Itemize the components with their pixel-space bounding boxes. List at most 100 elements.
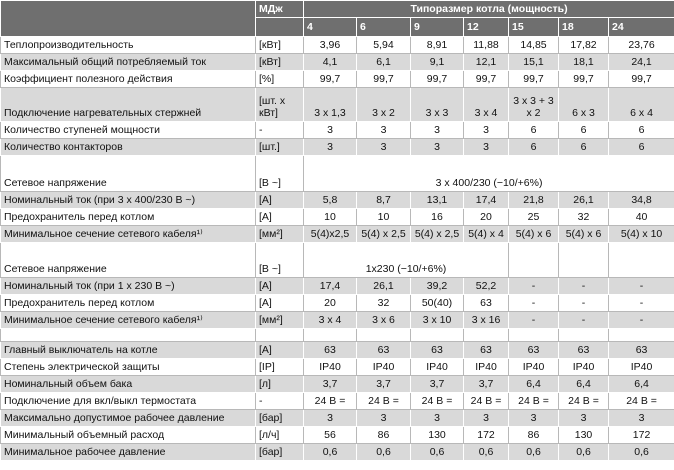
value-cell: 6 [607,121,674,139]
size-header: 4 [303,17,357,37]
value-cell: 0,6 [508,443,559,461]
value-cell: 3 [508,409,559,427]
table-body: Теплопроизводительность [кВт] 3,96 5,94 8,91… [0,36,674,461]
row-label: Номинальный ток (при 3 x 400/230 В ~) [0,191,256,209]
data-row: Минимальное рабочее давление [бар] 0,6 0,6 0… [0,443,674,461]
value-cell: 3 x 6 [356,311,411,329]
value-cell: 3 x 10 [410,311,464,329]
value-cell: 11,88 [463,36,509,54]
value-cell: IP40 [410,358,464,376]
value-cell: 5(4) x 2,5 [410,225,464,243]
value-cell: 23,76 [607,36,674,54]
value-cell: 6 x 4 [607,87,674,122]
value-cell: 3 [558,409,609,427]
value-cell: 3,7 [303,375,357,393]
value-cell: 63 [607,341,674,359]
data-row: Степень электрической защиты [IP] IP40 IP40… [0,358,674,376]
value-cell: 6 [607,138,674,156]
spacer-cell [558,328,609,342]
value-cell: 3 [356,409,411,427]
value-cell: 3,96 [303,36,357,54]
value-cell: 26,1 [356,277,411,295]
value-cell: 3,7 [356,375,411,393]
table-head: МДж Типоразмер котла (мощность) 4 6 9 12 15 1… [0,0,674,37]
value-cell: 5(4) x 4 [463,225,509,243]
data-row: Минимальное сечение сетевого кабеля¹⁾ [мм… [0,311,674,329]
value-cell: 5(4) x 6 [558,225,609,243]
empty-cell [558,242,609,278]
value-cell: 5(4) x 6 [508,225,559,243]
row-unit: [бар] [255,409,304,427]
value-cell: 172 [607,426,674,444]
row-label: Подключение для вкл/выкл термостата [0,392,256,410]
data-row: Предохранитель перед котлом [A] 10 10 16 20 25… [0,208,674,226]
row-unit: - [255,392,304,410]
row-label: Минимальное рабочее давление [0,443,256,461]
value-cell: 12,1 [463,53,509,71]
value-cell: 6 [558,138,609,156]
value-cell: 34,8 [607,191,674,209]
data-row: Коэффициент полезного действия [%] 99,7 99,… [0,70,674,88]
value-cell: IP40 [463,358,509,376]
value-cell: 5,8 [303,191,357,209]
value-cell: 5(4) x 10 [607,225,674,243]
merged-value: 3 x 400/230 (−10/+6%) [302,155,674,192]
value-cell: 6,4 [508,375,559,393]
value-cell: 24 В = [356,392,411,410]
value-cell: 18,1 [558,53,609,71]
value-cell: 6,1 [356,53,411,71]
value-cell: 24 В = [303,392,357,410]
row-unit: [шт. x кВт] [255,87,304,122]
row-label: Сетевое напряжение [0,155,256,192]
value-cell: 6 [558,121,609,139]
row-label: Подключение нагревательных стержней [0,87,256,122]
row-unit: [мм²] [255,311,304,329]
row-label: Минимальное сечение сетевого кабеля¹⁾ [0,225,256,243]
row-unit: [A] [255,191,304,209]
size-header: 12 [463,17,509,37]
value-cell: 50(40) [410,294,464,312]
value-cell: 99,7 [508,70,559,88]
value-cell: 3 [303,409,357,427]
value-cell: 99,7 [463,70,509,88]
row-label: Номинальный ток (при 1 x 230 В ~) [0,277,256,295]
value-cell: 17,4 [303,277,357,295]
data-row: Подключение нагревательных стержней [шт. … [0,87,674,122]
row-label: Степень электрической защиты [0,358,256,376]
value-cell: 0,6 [356,443,411,461]
value-cell: 3,7 [463,375,509,393]
value-cell: 13,1 [410,191,464,209]
data-row: Главный выключатель на котле [A] 63 63 63 63 6… [0,341,674,359]
value-cell: 3 [410,409,464,427]
spacer-cell [508,328,559,342]
value-cell: - [558,294,609,312]
row-unit: [л/ч] [255,426,304,444]
value-cell: 6,4 [558,375,609,393]
row-unit: [бар] [255,443,304,461]
data-row: Количество ступеней мощности -3 3 3 3 6 6 6 [0,121,674,139]
value-cell: 5,94 [356,36,411,54]
value-cell: 63 [410,341,464,359]
spacer-cell [0,328,256,342]
value-cell: - [508,294,559,312]
spacer-cell [356,328,411,342]
row-unit: [A] [255,208,304,226]
value-cell: - [607,311,674,329]
value-cell: 5(4) x 2,5 [356,225,411,243]
value-cell: IP40 [508,358,559,376]
row-unit: [A] [255,341,304,359]
value-cell: 0,6 [607,443,674,461]
value-cell: 63 [303,341,357,359]
value-cell: 63 [558,341,609,359]
spacer-cell [463,328,509,342]
data-row: Номинальный ток (при 1 x 230 В ~) [A] 17,4… [0,277,674,295]
value-cell: IP40 [356,358,411,376]
value-cell: 3 [410,121,464,139]
value-cell: 130 [410,426,464,444]
data-row: Сетевое напряжение [В ~] 3 x 400/230 (−10/… [0,155,674,192]
value-cell: 99,7 [607,70,674,88]
value-cell: 24 В = [463,392,509,410]
value-cell: 3 x 1,3 [303,87,357,122]
value-cell: 3 x 4 [303,311,357,329]
